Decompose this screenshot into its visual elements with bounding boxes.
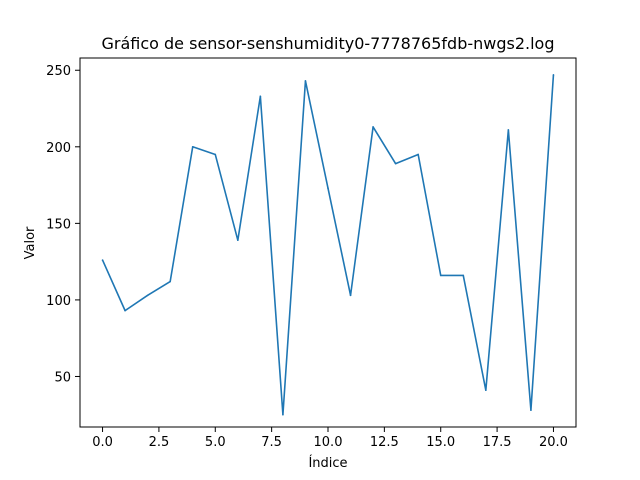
- data-point: [304, 80, 307, 82]
- data-point: [327, 187, 329, 189]
- data-point: [485, 389, 487, 392]
- x-tick-label: 7.5: [261, 435, 282, 450]
- data-point: [530, 409, 532, 411]
- x-tick-label: 17.5: [483, 435, 512, 450]
- data-point: [101, 259, 104, 261]
- x-tick-label: 5.0: [205, 435, 226, 450]
- y-tick-label: 50: [54, 370, 71, 385]
- y-axis-label: Valor: [23, 226, 38, 259]
- data-point: [417, 153, 419, 156]
- chart-title: Gráfico de sensor-senshumidity0-7778765f…: [101, 34, 554, 53]
- x-tick-label: 15.0: [426, 435, 455, 450]
- plot-frame: [79, 57, 577, 428]
- data-point: [259, 95, 262, 98]
- data-point: [146, 294, 149, 297]
- x-tick-label: 2.5: [149, 435, 170, 450]
- ticks-layer: 0.0 2.5 5.0 7.5 10.0 12.5 15.0 17.5 20.0 50 100 150…: [46, 64, 568, 450]
- data-point: [237, 239, 239, 242]
- x-axis-label: Índice: [308, 455, 347, 471]
- data-point: [214, 153, 217, 156]
- data-point: [462, 274, 465, 277]
- data-point: [552, 74, 555, 76]
- data-point: [372, 126, 374, 128]
- data-point: [394, 162, 397, 165]
- data-point: [282, 413, 284, 416]
- series-layer: [101, 74, 555, 416]
- data-point: [124, 309, 126, 312]
- data-point: [439, 274, 442, 277]
- x-tick-label: 10.0: [314, 435, 343, 450]
- data-point: [349, 294, 352, 297]
- y-tick-label: 100: [46, 294, 71, 309]
- x-tick-label: 20.0: [539, 435, 568, 450]
- y-tick-label: 250: [46, 64, 71, 79]
- y-tick-label: 200: [46, 141, 71, 156]
- x-tick-label: 12.5: [370, 435, 399, 450]
- data-point: [169, 280, 171, 283]
- y-tick-label: 150: [46, 217, 71, 232]
- x-tick-label: 0.0: [92, 435, 113, 450]
- data-point: [507, 129, 510, 131]
- data-point: [191, 146, 194, 148]
